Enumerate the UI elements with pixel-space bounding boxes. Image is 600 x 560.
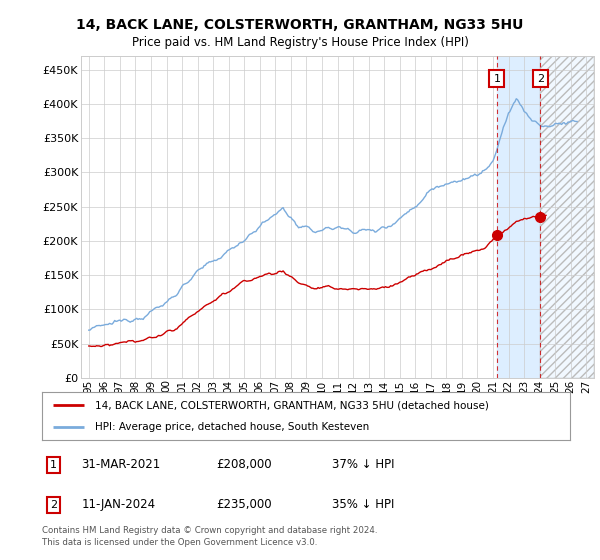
Text: 14, BACK LANE, COLSTERWORTH, GRANTHAM, NG33 5HU (detached house): 14, BACK LANE, COLSTERWORTH, GRANTHAM, N… [95, 400, 488, 410]
Text: £208,000: £208,000 [216, 458, 272, 471]
Text: 11-JAN-2024: 11-JAN-2024 [82, 498, 156, 511]
Text: 1: 1 [493, 73, 500, 83]
Text: £235,000: £235,000 [216, 498, 272, 511]
Text: Contains HM Land Registry data © Crown copyright and database right 2024.
This d: Contains HM Land Registry data © Crown c… [42, 526, 377, 547]
Text: 37% ↓ HPI: 37% ↓ HPI [332, 458, 395, 471]
Text: 2: 2 [50, 500, 57, 510]
Text: 35% ↓ HPI: 35% ↓ HPI [332, 498, 395, 511]
Bar [540, 56, 594, 378]
Text: 1: 1 [50, 460, 57, 470]
Text: HPI: Average price, detached house, South Kesteven: HPI: Average price, detached house, Sout… [95, 422, 369, 432]
Text: 14, BACK LANE, COLSTERWORTH, GRANTHAM, NG33 5HU: 14, BACK LANE, COLSTERWORTH, GRANTHAM, N… [76, 18, 524, 32]
Text: Price paid vs. HM Land Registry's House Price Index (HPI): Price paid vs. HM Land Registry's House … [131, 36, 469, 49]
Bar [540, 56, 594, 378]
Text: 2: 2 [536, 73, 544, 83]
Bar [497, 56, 540, 378]
Text: 31-MAR-2021: 31-MAR-2021 [82, 458, 161, 471]
